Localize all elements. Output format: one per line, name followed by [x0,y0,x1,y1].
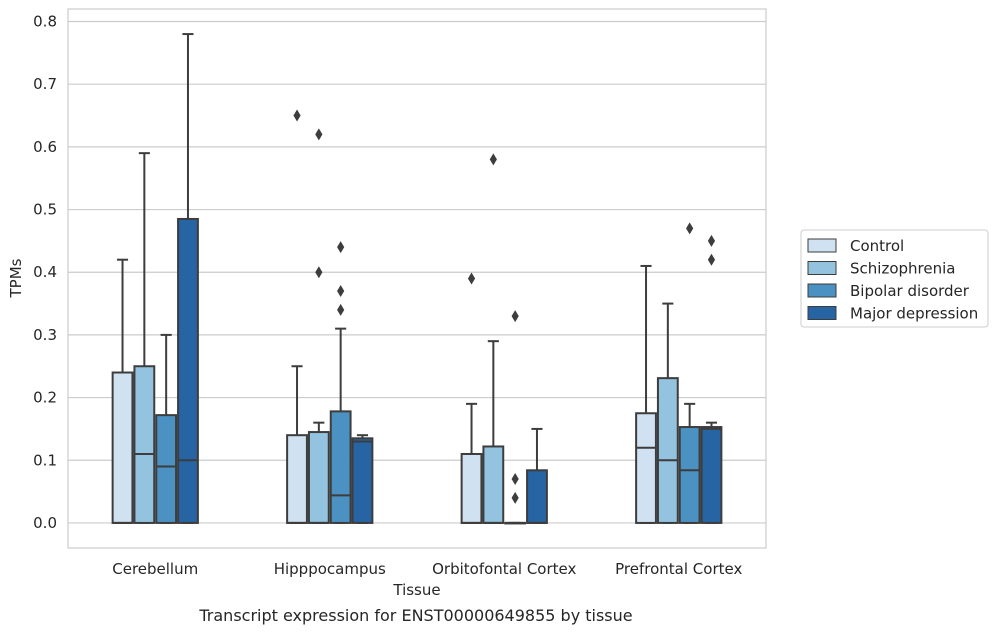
legend-label: Bipolar disorder [850,282,970,300]
box-bipolar-disorder [329,241,352,524]
legend-label: Major depression [850,305,978,323]
outlier-point [511,491,519,504]
box-control [286,109,308,524]
y-tick-labels: 0.0 0.1 0.2 0.3 0.4 0.5 0.6 0.7 0.8 [33,13,57,532]
box-control [111,258,134,524]
iqr-box [482,445,505,524]
iqr-box [133,365,156,524]
iqr-box [656,377,679,524]
box-control [460,272,483,524]
box-schizophrenia [482,153,505,524]
box-schizophrenia [307,128,330,524]
box-major-depression [526,427,548,524]
outlier-point [293,109,301,122]
x-tick-label: Hipppocampus [274,560,386,578]
x-axis-label: Tissue [392,581,440,599]
legend: Control Schizophrenia Bipolar disorder Majo… [800,229,989,328]
y-tick-label: 0.1 [33,451,57,469]
chart-caption: Transcript expression for ENST0000064985… [199,606,633,625]
legend-label: Control [850,237,904,255]
legend-swatch [807,238,837,253]
box-bipolar-disorder [678,222,701,524]
outlier-point [337,241,345,254]
y-axis-label: TPMs [7,258,25,298]
legend-label: Schizophrenia [850,260,955,278]
y-tick-label: 0.5 [33,201,57,219]
iqr-box [460,452,483,524]
outlier-point [707,253,716,266]
y-tick-label: 0.8 [33,13,57,31]
y-tick-label: 0.0 [33,514,57,532]
box-schizophrenia [656,302,679,524]
box-control [635,264,657,524]
y-tick-label: 0.2 [33,389,57,407]
box-schizophrenia [133,152,156,524]
outlier-point [489,153,497,166]
iqr-box [700,426,723,524]
outlier-point [337,303,345,316]
y-tick-label: 0.4 [33,263,57,281]
x-tick-label: Prefrontal Cortex [615,560,742,578]
box-major-depression [700,234,723,524]
box-bipolar-disorder [155,333,178,524]
outlier-point [315,128,323,141]
outlier-point [511,473,519,486]
iqr-box [635,412,657,524]
box-major-depression [351,434,374,524]
box-series [111,33,723,525]
iqr-box [329,410,352,524]
x-tick-label: Cerebellum [112,560,198,578]
y-tick-label: 0.7 [33,75,57,93]
box-bipolar-disorder [504,310,527,525]
outlier-point [511,310,519,323]
iqr-box [177,217,199,524]
outlier-point [337,285,345,298]
outlier-point [707,234,716,247]
iqr-box [155,414,178,524]
x-tick-labels: Cerebellum Hipppocampus Orbitofontal Corte… [112,560,742,578]
legend-swatch [807,283,837,298]
legend-frame [800,229,989,328]
legend-swatch [807,306,837,320]
box-major-depression [177,33,199,524]
outlier-point [467,272,476,285]
y-tick-label: 0.3 [33,326,57,344]
iqr-box [526,469,548,524]
legend-swatch [807,261,837,275]
iqr-box [111,371,134,524]
outlier-point [315,266,323,279]
plot-frame [67,8,767,549]
iqr-box [286,434,308,524]
outlier-point [686,222,694,235]
iqr-box [678,426,701,524]
y-tick-label: 0.6 [33,138,57,156]
iqr-box [351,437,374,524]
iqr-box [307,431,330,524]
x-tick-label: Orbitofontal Cortex [432,560,576,578]
